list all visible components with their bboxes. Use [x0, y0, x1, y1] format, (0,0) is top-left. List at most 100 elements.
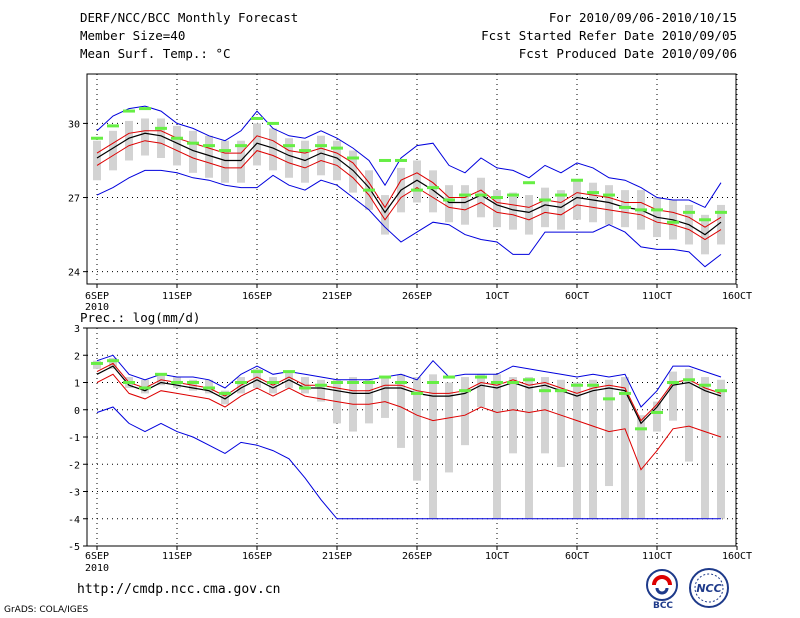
y-tick-label: 1	[74, 379, 80, 390]
median-mark	[619, 391, 631, 395]
y-tick-label: -5	[68, 542, 80, 553]
member-box	[461, 185, 469, 225]
median-mark	[459, 193, 471, 197]
median-mark	[379, 158, 391, 162]
median-mark	[411, 188, 423, 192]
y-tick-label: -3	[68, 488, 80, 499]
median-mark	[635, 427, 647, 431]
member-box	[445, 185, 453, 223]
member-box	[445, 382, 453, 473]
median-mark	[315, 144, 327, 148]
member-box	[333, 140, 341, 181]
member-box	[653, 401, 661, 432]
member-box	[253, 123, 261, 166]
median-mark	[619, 205, 631, 209]
median-mark	[411, 391, 423, 395]
x-tick-label: 16OCT	[722, 551, 752, 562]
member-box	[717, 379, 725, 519]
x-tick-label: 16SEP	[242, 291, 272, 302]
median-mark	[283, 370, 295, 374]
ncc-logo: NCC	[689, 568, 729, 608]
median-mark	[555, 193, 567, 197]
date-line-2: Fcst Started Refer Date 2010/09/05	[481, 28, 737, 43]
median-mark	[331, 381, 343, 384]
member-box	[125, 120, 133, 161]
median-mark	[651, 208, 663, 212]
x-tick-label: 6OCT	[565, 291, 589, 302]
series-min-line	[96, 105, 722, 209]
member-box	[493, 190, 501, 228]
date-line-3: Fcst Produced Date 2010/09/06	[518, 46, 737, 61]
precip-panel-title: Prec.: log(mm/d)	[80, 310, 200, 325]
member-box	[429, 374, 437, 519]
median-mark	[443, 375, 455, 379]
member-box	[525, 377, 533, 519]
median-mark	[155, 372, 167, 376]
median-mark	[715, 389, 727, 393]
median-mark	[475, 375, 487, 379]
x-tick-label: 11SEP	[162, 551, 192, 562]
x-tick-label: 16SEP	[242, 551, 272, 562]
title-line-3: Mean Surf. Temp.: °C	[80, 46, 231, 61]
member-box	[525, 195, 533, 235]
x-tick-label: 6SEP	[85, 551, 109, 562]
median-mark	[299, 149, 311, 153]
member-box	[509, 192, 517, 230]
y-tick-label: -2	[68, 460, 80, 471]
member-box	[413, 377, 421, 481]
x-tick-label: 11OCT	[642, 291, 672, 302]
x-tick-label: 16OCT	[722, 291, 752, 302]
title-line-1: DERF/NCC/BCC Monthly Forecast	[80, 10, 299, 25]
median-mark	[587, 383, 599, 387]
y-tick-label: 30	[68, 119, 80, 130]
member-box	[221, 140, 229, 183]
median-mark	[139, 107, 151, 111]
median-mark	[491, 196, 503, 200]
median-mark	[379, 375, 391, 379]
x-tick-label: 26SEP	[402, 291, 432, 302]
series-spread-lower-line	[96, 140, 722, 241]
member-box	[189, 130, 197, 173]
member-box	[557, 379, 565, 467]
member-box	[477, 374, 485, 408]
member-box	[397, 374, 405, 448]
median-mark	[219, 149, 231, 153]
series-max-line	[96, 169, 722, 268]
median-mark	[363, 381, 375, 384]
median-mark	[91, 361, 103, 365]
median-mark	[203, 144, 215, 148]
median-mark	[667, 381, 679, 384]
median-mark	[235, 381, 247, 384]
panel-1	[83, 327, 738, 550]
title-line-2: Member Size=40	[80, 28, 186, 43]
median-mark	[283, 144, 295, 148]
median-mark	[107, 124, 119, 128]
grads-credit: GrADS: COLA/IGES	[4, 605, 89, 615]
median-mark	[187, 381, 199, 384]
member-box	[605, 185, 613, 225]
member-box	[301, 140, 309, 183]
median-mark	[267, 121, 279, 125]
member-box	[589, 379, 597, 519]
median-mark	[171, 381, 183, 384]
plot-frame	[86, 73, 737, 285]
median-mark	[715, 210, 727, 214]
median-mark	[651, 410, 663, 414]
plot-frame	[86, 327, 737, 547]
median-mark	[347, 156, 359, 160]
member-box	[173, 125, 181, 166]
median-mark	[395, 381, 407, 384]
member-box	[493, 374, 501, 519]
median-mark	[683, 210, 695, 214]
median-mark	[187, 141, 199, 145]
median-mark	[155, 126, 167, 130]
median-mark	[539, 389, 551, 393]
median-mark	[203, 386, 215, 390]
series-mean-line	[96, 132, 722, 236]
x-tick-label: 21SEP	[322, 291, 352, 302]
x-year-label: 2010	[85, 302, 109, 313]
median-mark	[363, 188, 375, 192]
source-url[interactable]: http://cmdp.ncc.cma.gov.cn	[77, 582, 281, 597]
median-mark	[427, 381, 439, 384]
panel-0	[83, 73, 738, 288]
